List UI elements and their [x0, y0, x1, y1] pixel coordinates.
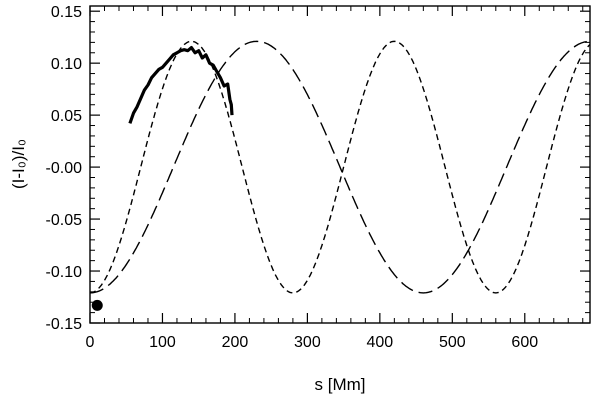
x-tick-label: 100 [149, 334, 176, 351]
y-tick-label: 0.05 [51, 108, 82, 125]
y-tick-label: -0.05 [46, 212, 83, 229]
axis-ticks [89, 6, 590, 324]
start-point-marker [91, 299, 103, 311]
y-tick-label: 0.15 [51, 4, 82, 21]
plot-frame [89, 5, 591, 324]
y-tick-label: -0.10 [46, 264, 83, 281]
x-tick-labels: 0 100 200 300 400 500 600 [86, 334, 539, 351]
y-tick-label: -0.15 [46, 316, 83, 333]
observed-intensity-line [128, 46, 234, 124]
y-tick-label: -0.00 [46, 160, 83, 177]
x-tick-label: 0 [86, 334, 95, 351]
x-tick-label: 500 [439, 334, 466, 351]
x-tick-label: 300 [294, 334, 321, 351]
x-tick-label: 600 [511, 334, 538, 351]
long-dash-model-line [89, 40, 591, 294]
x-tick-label: 200 [222, 334, 249, 351]
y-axis-title: (I-I₀)/I₀ [9, 139, 28, 189]
y-tick-labels: 0.15 0.10 0.05 -0.00 -0.05 -0.10 -0.15 [46, 4, 83, 333]
x-axis-title: s [Mm] [315, 375, 366, 394]
y-tick-label: 0.10 [51, 56, 82, 73]
short-dash-model-line [89, 40, 591, 294]
x-tick-label: 400 [367, 334, 394, 351]
series-layer [89, 40, 591, 311]
